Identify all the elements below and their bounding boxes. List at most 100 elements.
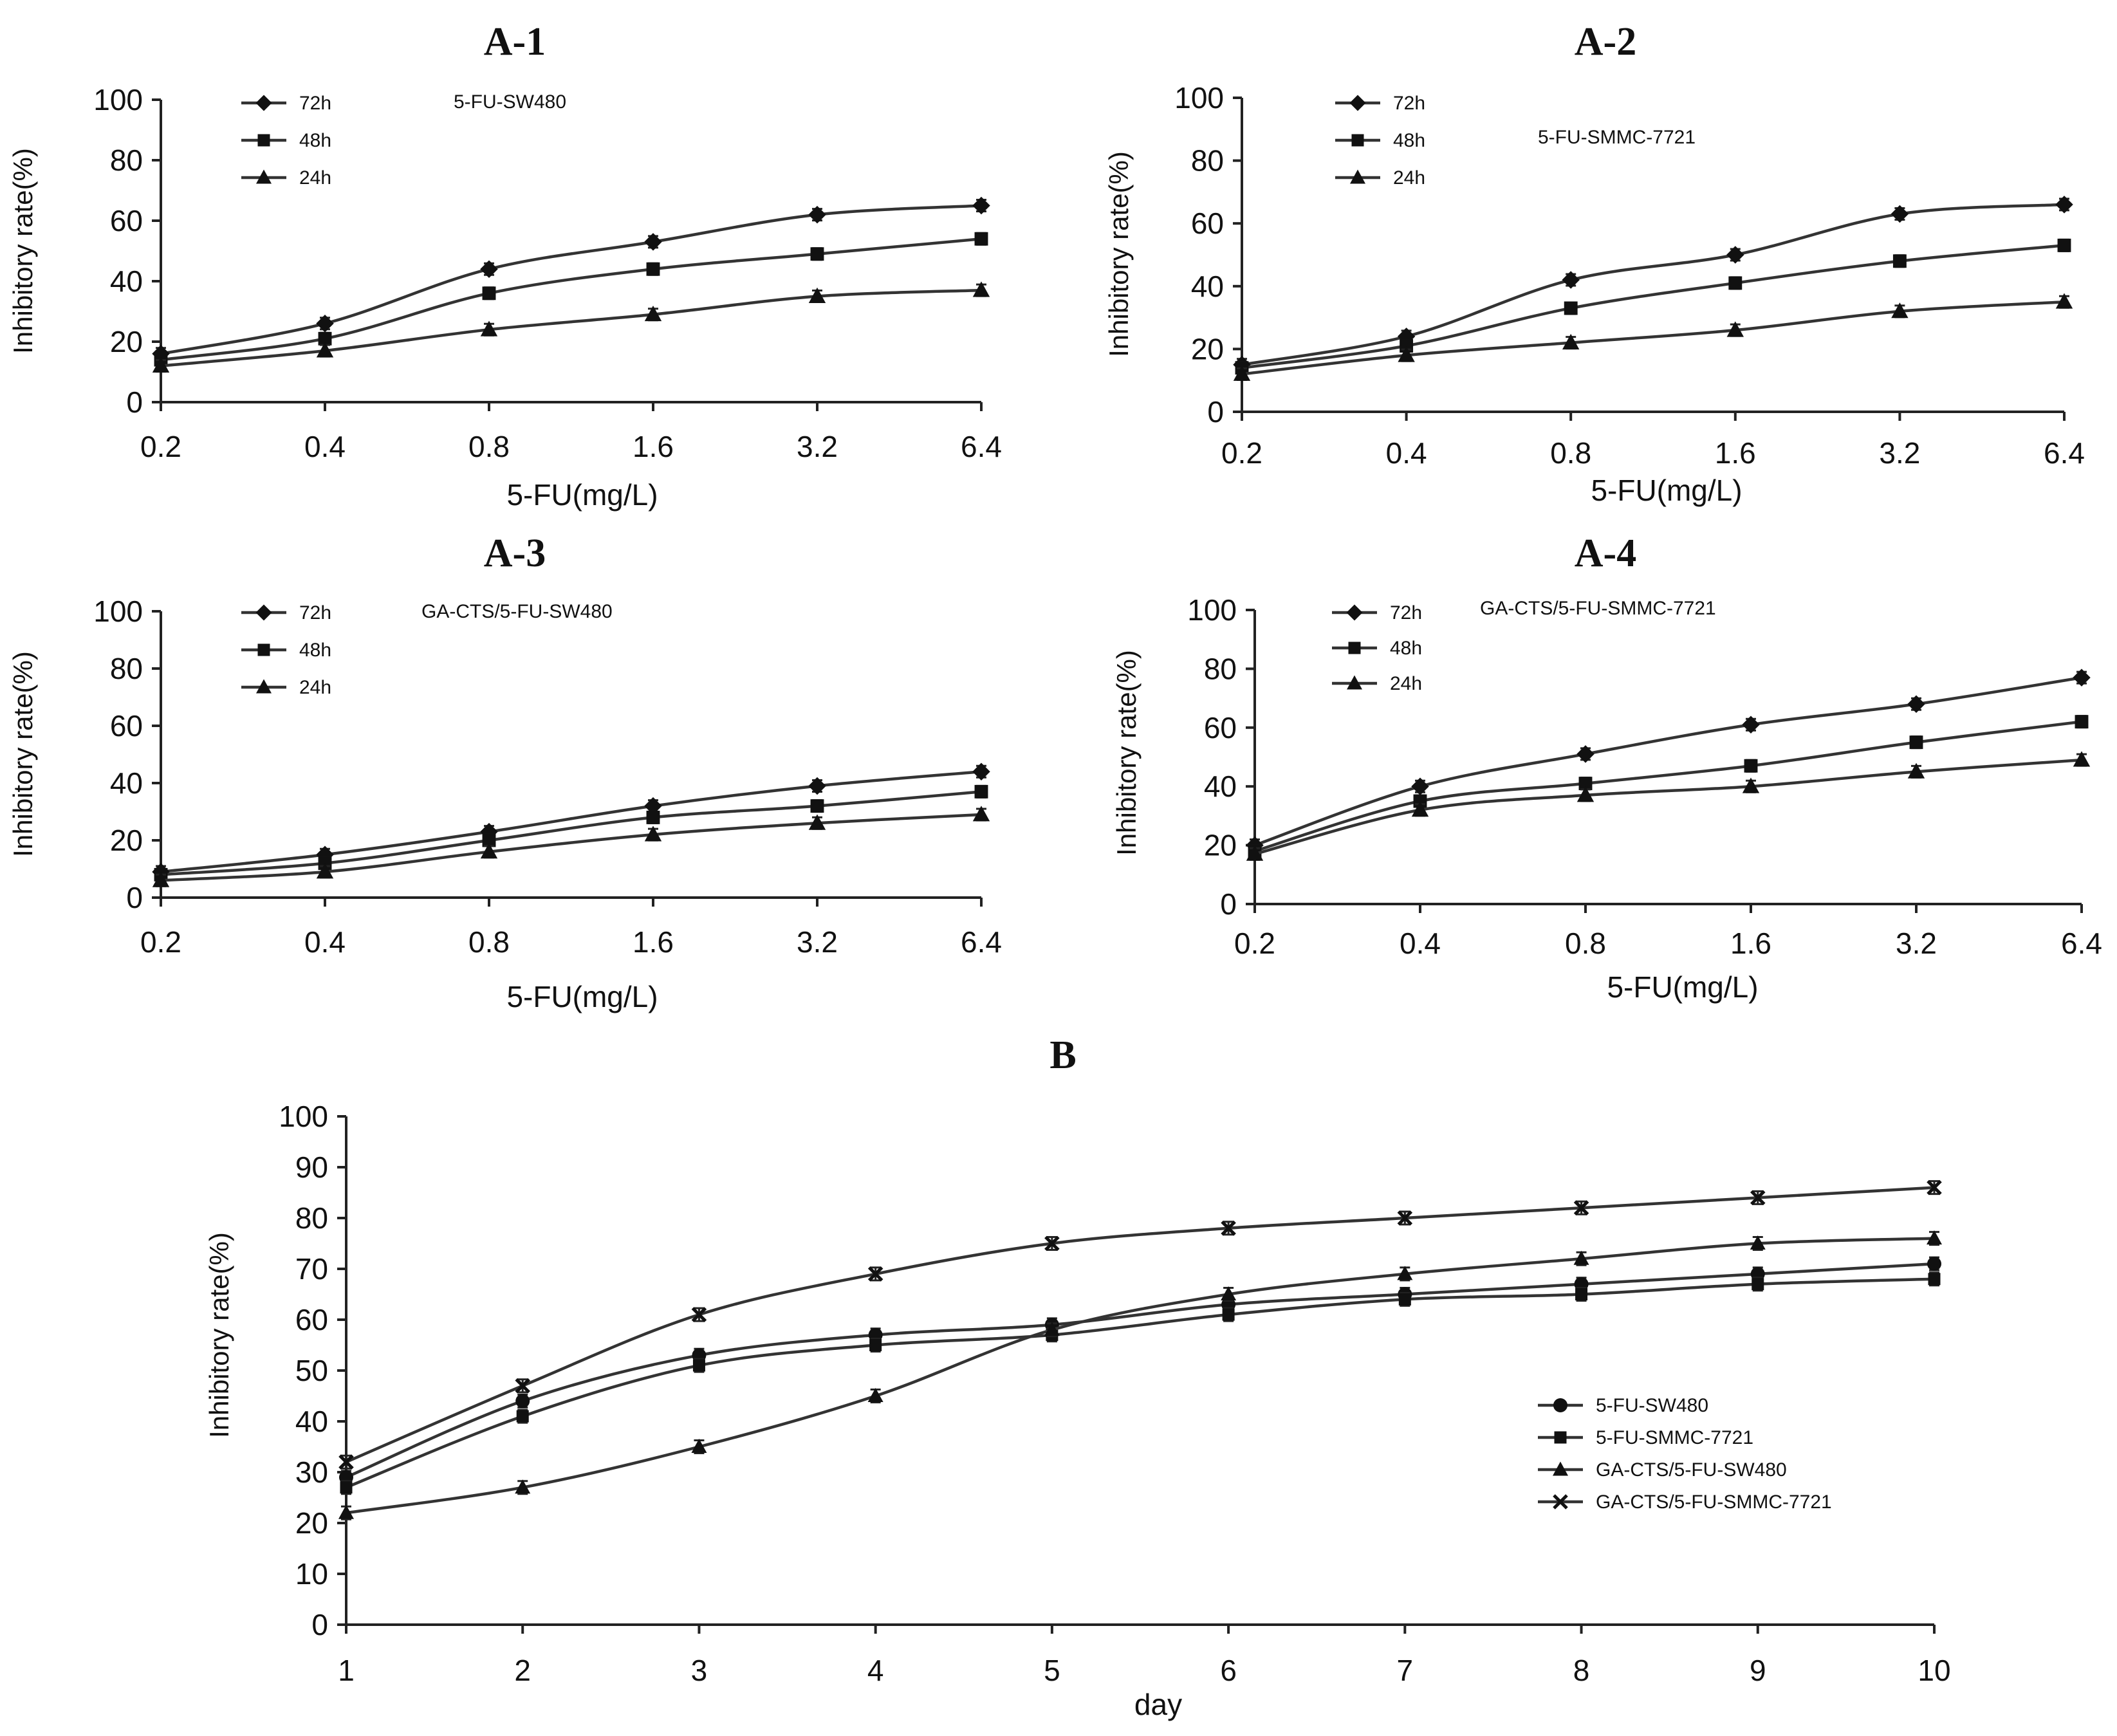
legend-marker [1554, 1431, 1567, 1444]
data-point [2055, 196, 2073, 214]
y-axis-label: Inhibitory rate(%) [1111, 650, 1142, 856]
series-24h [152, 806, 990, 887]
x-tick-label: 1.6 [1715, 436, 1756, 470]
series-line [160, 237, 982, 362]
data-point [1742, 716, 1760, 734]
data-point [691, 1307, 707, 1322]
series-24h [1246, 751, 2091, 861]
series-line [346, 1186, 1935, 1464]
y-tick-label: 80 [110, 143, 143, 177]
data-point [1927, 1257, 1941, 1271]
data-point [1744, 759, 1758, 773]
x-tick-label: 0.8 [468, 925, 510, 959]
y-tick-label: 30 [295, 1455, 328, 1489]
y-tick-label: 100 [93, 595, 143, 628]
data-point [2057, 238, 2071, 252]
data-point [808, 287, 826, 303]
legend-marker [257, 643, 270, 656]
legend-entry: 24h [241, 677, 331, 698]
legend-entry: 48h [1332, 638, 1422, 659]
data-point [516, 1410, 529, 1423]
data-point [1221, 1221, 1236, 1236]
y-tick-label: 20 [295, 1506, 328, 1540]
y-tick-label: 20 [110, 824, 143, 857]
x-tick-label: 5 [1044, 1654, 1060, 1687]
chart-a-2: A-2 0 20 40 60 80 100 0.2 0.4 0.8 1.6 3.2 6.4 5-FU(mg… [1104, 20, 2085, 507]
chart-title: A-3 [484, 531, 546, 575]
x-axis-label: 5-FU(mg/L) [1591, 474, 1742, 507]
x-axis-label: 5-FU(mg/L) [506, 980, 658, 1013]
y-axis-label: Inhibitory rate(%) [8, 651, 38, 857]
series-line [1241, 300, 2065, 376]
data-point [972, 281, 990, 297]
data-point [1892, 254, 1907, 268]
legend-entry: 48h [241, 130, 331, 151]
x-tick-label: 6 [1220, 1654, 1237, 1687]
data-point [1750, 1235, 1766, 1250]
x-tick-label: 0.8 [1550, 436, 1591, 470]
data-point [1927, 1230, 1942, 1245]
chart-annotation: 5-FU-SMMC-7721 [1538, 127, 1696, 148]
data-point [318, 331, 332, 346]
data-point [1726, 246, 1744, 264]
legend-entry: GA-CTS/5-FU-SW480 [1538, 1459, 1787, 1481]
data-point [2073, 669, 2091, 687]
legend-label: 24h [299, 167, 331, 189]
legend-label: 72h [299, 602, 331, 623]
y-tick-label: 20 [1191, 332, 1224, 365]
data-point [515, 1394, 530, 1408]
legend-entry: 24h [1332, 673, 1422, 694]
legend-entry: 72h [241, 93, 331, 114]
data-point [1411, 801, 1429, 817]
legend-label: 5-FU-SMMC-7721 [1596, 1427, 1753, 1448]
y-tick-label: 70 [295, 1252, 328, 1286]
x-tick-label: 3 [691, 1654, 708, 1687]
data-point [1576, 745, 1595, 763]
y-tick-label: 0 [1220, 887, 1237, 921]
y-tick-label: 20 [1204, 829, 1237, 862]
y-tick-label: 100 [1187, 593, 1237, 627]
data-point [1928, 1273, 1941, 1286]
series-line [1254, 720, 2082, 853]
series-ga-cts-5-fu-smmc-7721 [338, 1179, 1942, 1470]
chart-a-4: A-4 0 20 40 60 80 100 0.2 0.4 0.8 1.6 3.2 6.4 5-FU(mg… [1111, 531, 2102, 1004]
data-point [1891, 302, 1909, 319]
legend-marker [1553, 1398, 1567, 1412]
series-ga-cts-5-fu-sw480 [338, 1230, 1942, 1520]
data-point [1742, 777, 1760, 793]
series-48h [154, 232, 988, 367]
x-tick-label: 0.4 [304, 925, 346, 959]
series-line [346, 1262, 1935, 1479]
data-point [646, 262, 660, 276]
x-axis-label: day [1134, 1688, 1182, 1721]
data-point [1752, 1278, 1764, 1291]
legend-entry: 72h [241, 602, 331, 623]
x-tick-label: 1 [338, 1654, 355, 1687]
x-tick-label: 8 [1573, 1654, 1590, 1687]
data-point [2075, 715, 2089, 729]
legend-entry: 24h [241, 167, 331, 189]
legend-marker [256, 169, 272, 184]
data-point [1562, 333, 1580, 350]
y-tick-label: 40 [110, 264, 143, 298]
x-tick-label: 3.2 [797, 430, 838, 463]
series-line [346, 1237, 1935, 1515]
series-line [160, 288, 982, 367]
x-tick-label: 0.4 [304, 430, 346, 463]
x-tick-label: 0.4 [1386, 436, 1427, 470]
data-point [480, 260, 498, 278]
y-tick-label: 60 [295, 1303, 328, 1336]
legend-marker [1348, 642, 1361, 654]
legend-label: 24h [299, 677, 331, 698]
legend-label: 72h [1393, 93, 1425, 114]
data-point [974, 784, 988, 799]
series-24h [1233, 293, 2073, 381]
data-point [1397, 1266, 1413, 1280]
y-tick-label: 40 [295, 1405, 328, 1438]
data-point [1573, 1250, 1589, 1265]
data-point [2073, 751, 2091, 767]
series-48h [154, 784, 988, 882]
data-point [1575, 1288, 1588, 1300]
x-tick-label: 6.4 [961, 925, 1002, 959]
y-tick-label: 60 [1191, 207, 1224, 240]
